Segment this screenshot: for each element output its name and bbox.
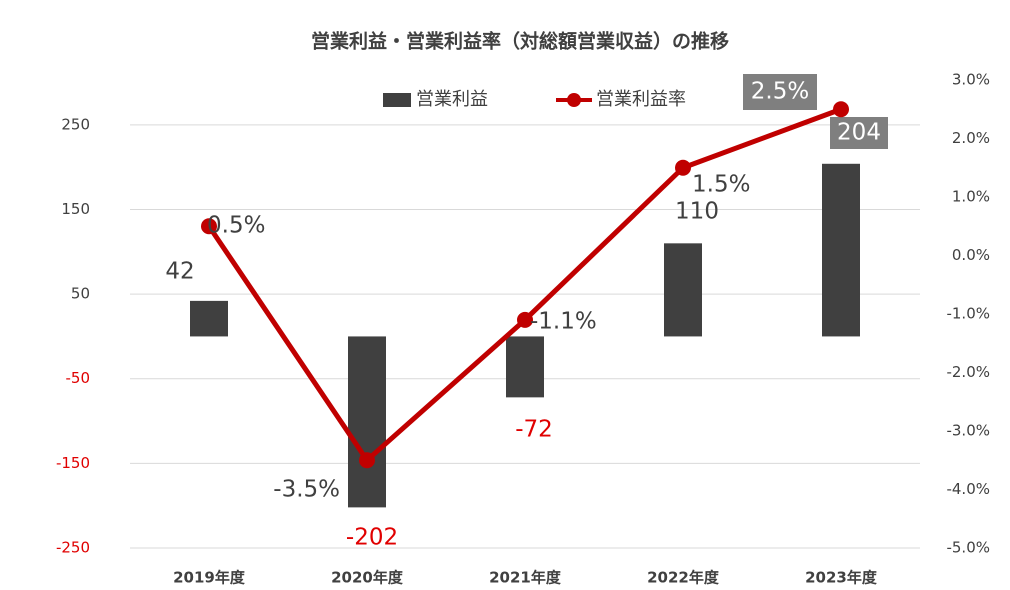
y-tick-label: -150 <box>56 454 90 472</box>
y2-tick-label: 1.0% <box>952 188 990 206</box>
bar <box>822 163 860 337</box>
chart-title: 営業利益・営業利益率（対総額営業収益）の推移 <box>311 30 729 53</box>
legend-swatch <box>383 93 411 107</box>
y-tick-label: 150 <box>61 200 90 218</box>
y-tick-label: 50 <box>71 285 90 303</box>
bar <box>664 243 702 337</box>
line-point <box>517 311 533 328</box>
line-point <box>675 159 691 176</box>
line-point <box>359 452 375 469</box>
bar <box>506 336 544 398</box>
y2-tick-label: -3.0% <box>946 422 990 440</box>
legend-label: 営業利益率 <box>596 89 686 110</box>
data-label: 1.5% <box>692 172 750 198</box>
legend-swatch <box>567 93 581 107</box>
y2-tick-label: -1.0% <box>946 305 990 323</box>
y2-tick-label: -2.0% <box>946 363 990 381</box>
x-tick-label: 2021年度 <box>489 569 562 587</box>
data-label-box <box>830 117 888 149</box>
data-label: 42 <box>165 259 194 285</box>
data-label: 204 <box>837 120 881 146</box>
y-tick-label: -50 <box>66 369 91 387</box>
data-label: 2.5% <box>751 79 809 105</box>
data-label: -202 <box>346 525 398 551</box>
y-tick-label: 250 <box>61 115 90 133</box>
y-tick-label: -250 <box>56 539 90 557</box>
x-tick-label: 2023年度 <box>805 569 878 587</box>
x-tick-label: 2020年度 <box>331 569 404 587</box>
line <box>206 106 842 463</box>
y2-tick-label: -5.0% <box>946 539 990 557</box>
line-point <box>833 101 849 118</box>
x-tick-label: 2022年度 <box>647 569 720 587</box>
data-label: -72 <box>515 417 553 443</box>
line-point <box>201 218 217 235</box>
legend-label: 営業利益 <box>416 89 488 110</box>
y2-tick-label: -4.0% <box>946 480 990 498</box>
y2-tick-label: 0.0% <box>952 246 990 264</box>
y2-tick-label: 3.0% <box>952 71 990 89</box>
x-tick-label: 2019年度 <box>173 569 246 587</box>
y2-tick-label: 2.0% <box>952 129 990 147</box>
data-label: -3.5% <box>273 477 340 503</box>
data-label: 110 <box>675 199 719 225</box>
data-label: 0.5% <box>207 213 265 239</box>
data-label: -1.1% <box>530 309 597 335</box>
bar <box>348 336 386 508</box>
data-label-box <box>743 74 817 110</box>
bar <box>190 300 228 337</box>
